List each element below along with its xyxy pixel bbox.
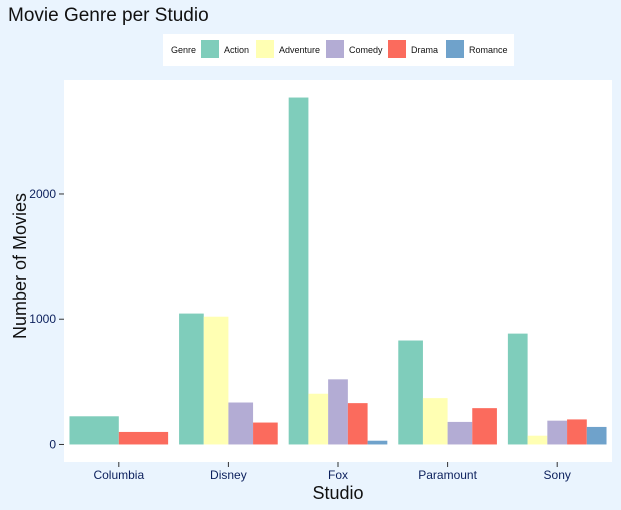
bar-sony-romance [586,426,607,445]
legend-label-drama: Drama [411,45,439,55]
legend-title: Genre [171,45,197,55]
bar-fox-comedy [328,379,348,445]
bar-paramount-comedy [447,421,473,445]
bar-columbia-action [69,416,119,445]
y-tick-label: 2000 [29,187,56,201]
chart-title: Movie Genre per Studio [8,5,209,26]
bar-paramount-action [398,340,423,445]
bar-sony-comedy [547,420,568,445]
bar-sony-action [507,333,528,445]
bar-disney-adventure [203,316,229,445]
legend-label-comedy: Comedy [349,45,383,55]
y-axis-title: Number of Movies [10,193,30,339]
y-tick-label: 1000 [29,312,56,326]
bar-sony-adventure [527,435,548,445]
legend-label-romance: Romance [469,45,508,55]
x-tick-label-sony: Sony [544,468,571,482]
bar-disney-comedy [228,402,254,445]
legend-swatch-romance [446,40,464,58]
x-tick-label-disney: Disney [210,468,247,482]
bar-fox-drama [347,403,368,445]
legend-swatch-adventure [256,40,274,58]
bar-disney-action [179,313,204,445]
legend-swatch-comedy [326,40,344,58]
x-axis-title: Studio [312,483,363,503]
bar-fox-romance [367,440,388,445]
x-tick-label-paramount: Paramount [418,468,477,482]
legend-label-action: Action [224,45,250,55]
x-tick-label-fox: Fox [328,468,348,482]
legend: Genre Action Adventure Comedy Drama Romance [163,34,514,66]
x-tick-label-columbia: Columbia [93,468,144,482]
bar-columbia-drama [118,431,169,445]
bar-paramount-adventure [422,398,448,445]
bar-fox-adventure [308,393,329,445]
bar-disney-drama [253,422,278,445]
bar-fox-action [288,97,309,445]
bar-sony-drama [567,419,587,445]
bar-paramount-drama [472,408,497,445]
legend-label-adventure: Adventure [279,45,321,55]
legend-swatch-action [201,40,219,58]
legend-swatch-drama [388,40,406,58]
y-tick-label: 0 [49,437,56,451]
